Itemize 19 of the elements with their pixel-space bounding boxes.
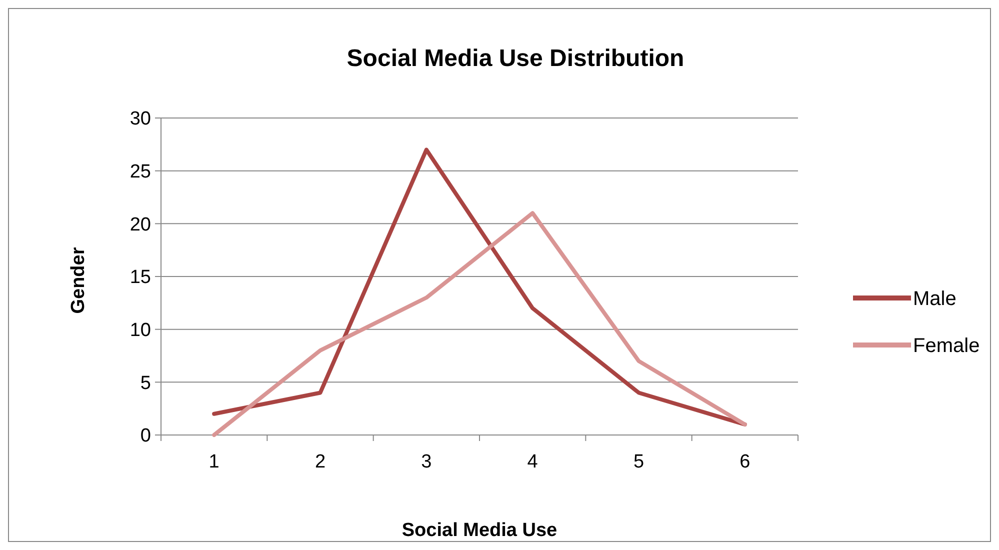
y-tick-label: 25 <box>130 161 151 182</box>
x-tick-label: 1 <box>208 452 220 473</box>
y-tick-label: 30 <box>130 108 151 130</box>
y-axis-title: Gender <box>68 246 89 314</box>
x-tick-label: 4 <box>527 452 538 473</box>
legend-label: Female <box>913 335 980 357</box>
x-tick-label: 3 <box>421 452 432 473</box>
x-tick-label: 5 <box>633 452 644 473</box>
x-tick-label: 2 <box>314 452 326 473</box>
chart-title: Social Media Use Distribution <box>346 45 684 72</box>
y-tick-label: 15 <box>130 267 151 288</box>
x-axis-title: Social Media Use <box>402 520 558 541</box>
x-tick-label: 6 <box>740 452 750 473</box>
y-tick-label: 20 <box>130 214 151 236</box>
legend-label: Male <box>913 288 956 310</box>
y-tick-label: 5 <box>140 372 151 394</box>
y-tick-label: 0 <box>140 426 151 447</box>
y-tick-label: 10 <box>130 320 151 341</box>
line-series <box>212 211 747 437</box>
